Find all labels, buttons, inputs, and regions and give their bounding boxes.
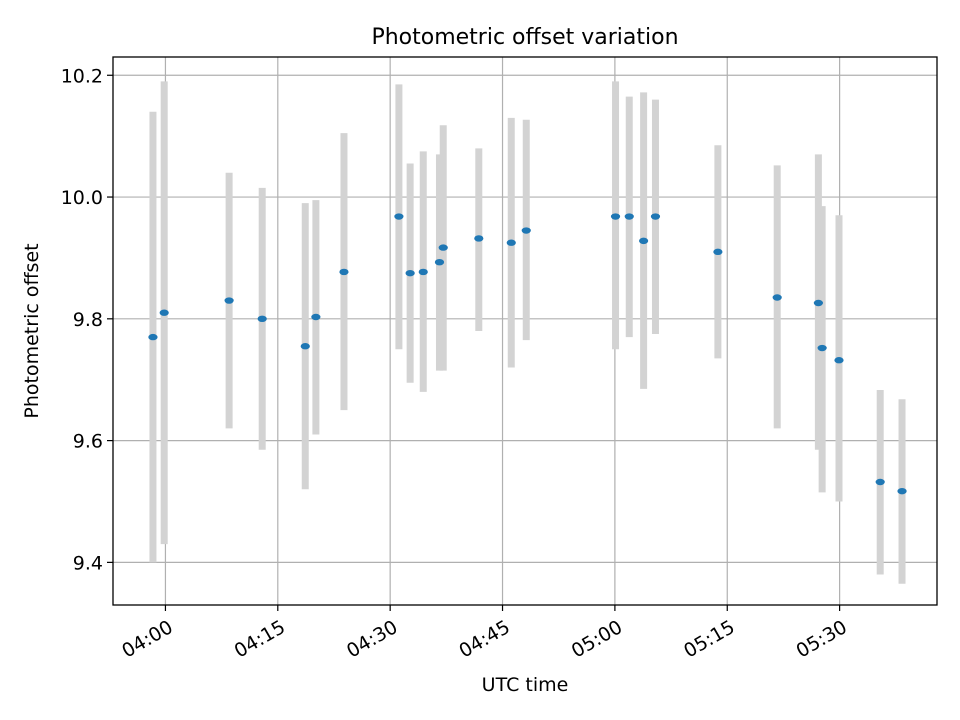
data-point [624, 213, 634, 220]
data-point [438, 244, 448, 251]
data-point [405, 269, 415, 277]
data-point [610, 213, 621, 220]
data-point [257, 315, 267, 323]
y-tick-label: 10.2 [61, 65, 103, 87]
y-tick-label: 9.6 [73, 431, 103, 453]
data-point [434, 258, 445, 266]
data-point [834, 357, 844, 364]
data-point [159, 309, 169, 316]
data-point [224, 297, 234, 304]
data-point [148, 333, 158, 341]
data-point [813, 299, 823, 307]
data-point [474, 235, 484, 242]
data-point [339, 268, 349, 276]
data-point [394, 213, 404, 220]
y-tick-label: 9.4 [73, 552, 103, 574]
data-point [650, 213, 661, 220]
data-point [897, 487, 907, 495]
data-point [311, 313, 321, 321]
y-tick-label: 10.0 [61, 187, 103, 209]
data-point [875, 478, 885, 486]
plot-frame [112, 56, 938, 606]
chart-title: Photometric offset variation [371, 25, 678, 50]
data-points [148, 213, 907, 495]
data-point [506, 239, 516, 246]
y-tick-label: 9.8 [73, 309, 103, 331]
data-point [639, 237, 649, 245]
data-point [521, 227, 531, 234]
data-point [418, 268, 428, 276]
x-axis-label: UTC time [482, 674, 569, 696]
data-point [817, 344, 827, 352]
data-point [772, 294, 782, 301]
data-point [713, 248, 723, 256]
data-point [300, 343, 310, 350]
y-axis-label: Photometric offset [21, 243, 43, 418]
